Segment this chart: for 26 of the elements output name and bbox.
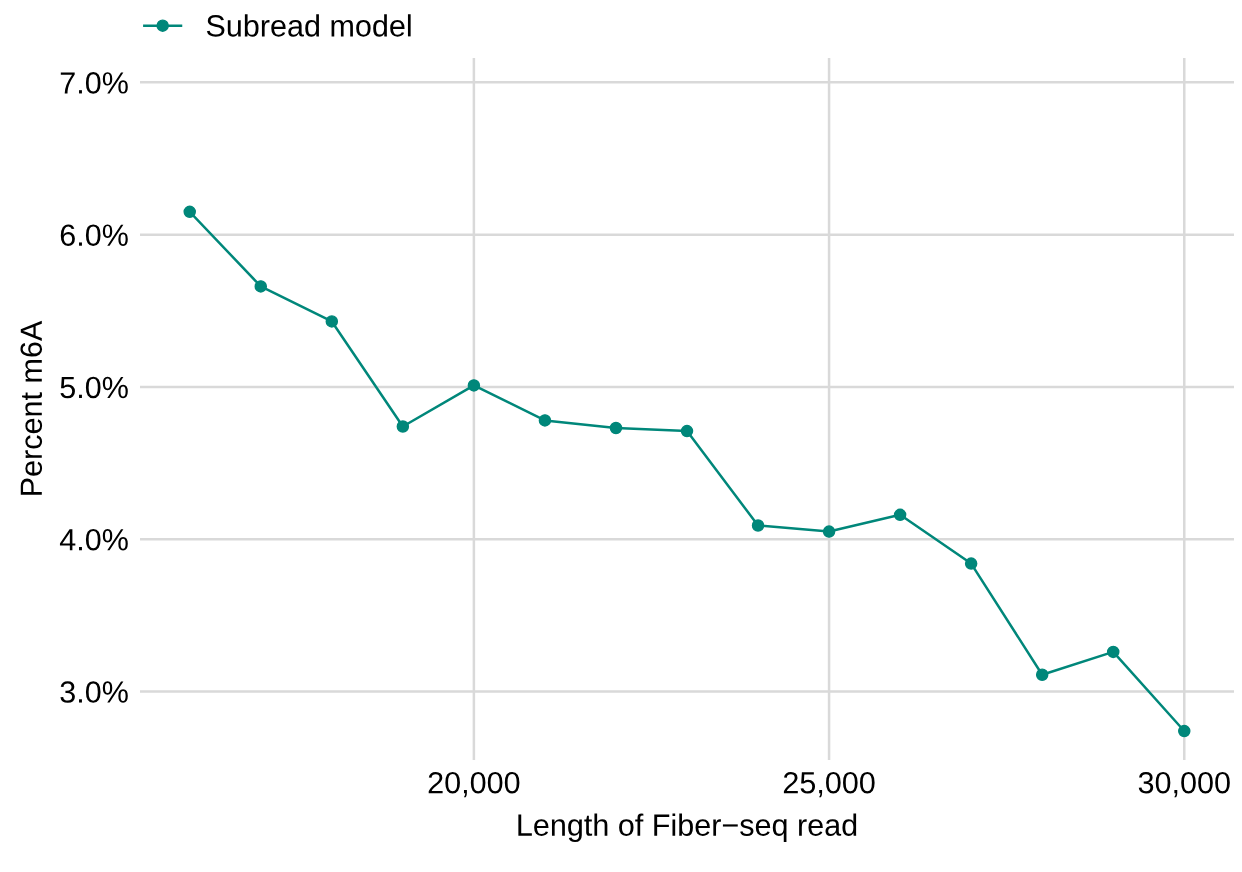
point	[893, 508, 907, 522]
legend-label: Subread model	[206, 14, 411, 37]
y-tick-label: 5.0%	[60, 376, 128, 399]
point	[538, 414, 552, 427]
point	[751, 519, 765, 532]
point	[964, 557, 978, 570]
point	[1106, 645, 1120, 659]
y-axis-title: Percent m6A	[20, 320, 43, 495]
y-tick-label: 6.0%	[60, 224, 128, 247]
y-tick-label: 4.0%	[59, 528, 128, 551]
point	[396, 420, 410, 433]
point	[254, 280, 268, 293]
point	[325, 315, 339, 328]
y-tick-label: 7.0%	[60, 72, 128, 94]
point	[1178, 724, 1191, 738]
x-tick-label: 30,000	[1138, 771, 1230, 798]
point	[1035, 668, 1049, 681]
x-tick-label: 20,000	[428, 771, 520, 798]
point	[680, 424, 694, 438]
point	[609, 421, 623, 435]
point	[822, 525, 836, 538]
x-tick-label: 25,000	[783, 771, 875, 798]
point	[183, 205, 196, 219]
x-axis-title: Length of Fiber−seq read	[518, 813, 857, 842]
y-tick-label: 3.0%	[60, 681, 128, 703]
point	[467, 379, 481, 392]
